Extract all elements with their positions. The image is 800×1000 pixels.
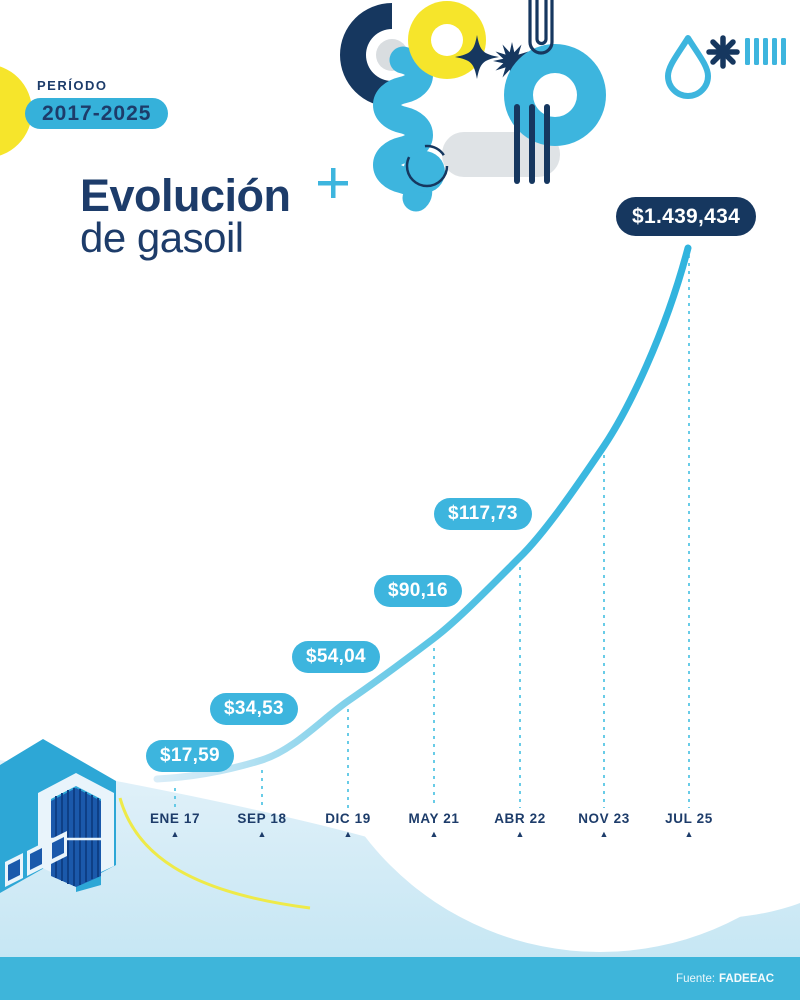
price-label-pill: $34,53 [210,693,298,725]
x-axis-label: NOV 23 ▲ [578,811,630,839]
final-price-label-pill: $1.439,434 [616,197,757,236]
x-axis-label: JUL 25 ▲ [665,811,713,839]
vertical-bars-decoration [514,104,520,184]
period-value: 2017-2025 [42,101,152,125]
price-label: $54,04 [306,646,366,667]
price-label: $90,16 [388,580,448,601]
decorative-shapes-cluster [340,0,606,212]
starburst-icon [493,42,531,80]
warehouse-illustration [0,739,116,893]
footer-band: Fuente: FADEEAC [0,957,800,1000]
circle-arcs-decoration [405,144,449,188]
garage-door [51,788,101,887]
x-axis-label: ENE 17 ▲ [149,811,201,839]
x-axis-label: ABR 22 ▲ [494,811,546,839]
axis-marker-icon: ▲ [599,829,609,839]
paperclip-icon [528,0,554,55]
door-frame [38,773,114,872]
windows [5,831,67,887]
price-label-pill: $17,59 [146,740,234,772]
drop-icon [665,35,711,99]
tally-bars-icon [745,38,786,65]
blue-squiggle-decoration [373,46,433,212]
axis-marker-icon: ▲ [343,829,353,839]
axis-marker-icon: ▲ [170,829,180,839]
axis-marker-icon: ▲ [257,829,267,839]
axis-marker-icon: ▲ [429,829,439,839]
source-prefix: Fuente: [676,972,716,985]
page-title: Evolución [80,170,291,221]
price-label-pill: $117,73 [434,498,532,530]
price-label: $34,53 [224,698,284,719]
period-label: PERÍODO [37,78,108,93]
top-right-icons [665,35,786,99]
white-bulge-circle [303,358,800,952]
price-evolution-line [153,244,692,783]
plus-icon [318,168,348,198]
price-label-pill: $54,04 [292,641,380,673]
price-label: $17,59 [160,745,220,766]
period-value-pill: 2017-2025 [25,98,169,129]
x-axis-label: MAY 21 ▲ [408,811,460,839]
axis-marker-icon: ▲ [515,829,525,839]
price-label: $117,73 [448,503,518,524]
door-stripes [55,788,99,886]
x-axis-label: DIC 19 ▲ [325,811,371,839]
yellow-arc-decoration [118,797,311,910]
x-axis-label: SEP 18 ▲ [237,811,287,839]
sparkle-icon [455,35,499,79]
price-label-pill: $90,16 [374,575,462,607]
price-label: $1.439,434 [632,204,741,228]
half-donut-icon [340,3,392,107]
source-name: FADEEAC [719,972,774,985]
asterisk-icon [706,35,740,69]
axis-marker-icon: ▲ [684,829,694,839]
page-subtitle: de gasoil [80,214,244,261]
dashed-guides [174,255,690,808]
